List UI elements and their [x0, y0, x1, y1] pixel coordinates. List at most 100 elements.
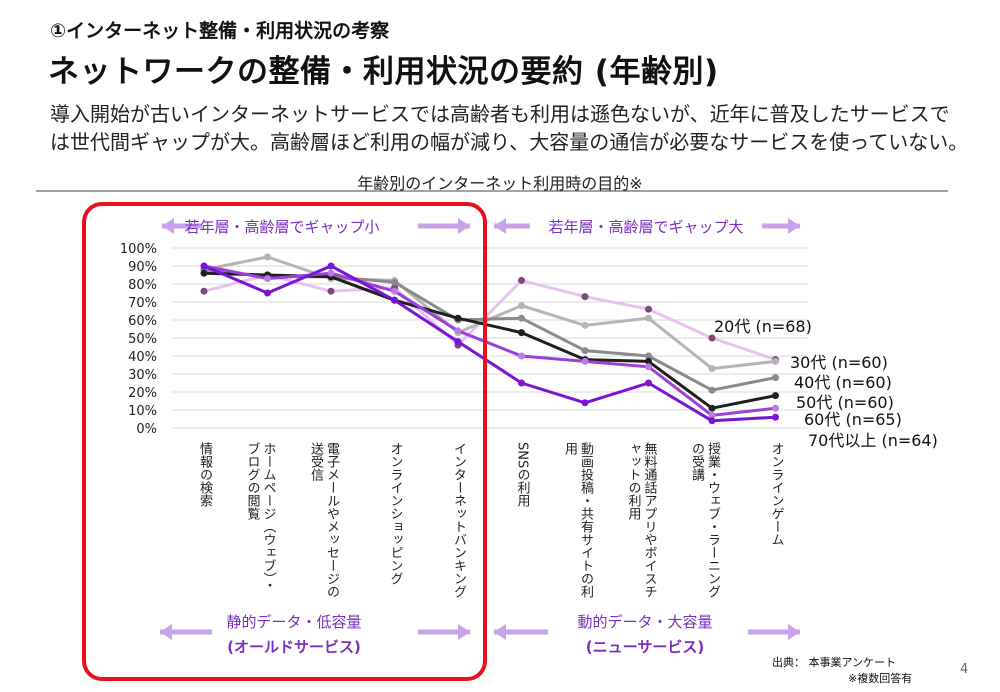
category-label: オンラインゲーム [768, 442, 784, 546]
arrow-head [494, 624, 506, 640]
y-tick-label: 20% [128, 386, 157, 401]
summary-line-2: は世代間ギャップが大。高齢層ほど利用の幅が減り、大容量の通信が必要なサービスを使… [50, 130, 969, 154]
series-label-6: 70代以上 (n=64) [808, 431, 938, 450]
data-point [264, 275, 271, 283]
category-label: 授業・ウェブ・ラーニングの受講 [689, 442, 720, 598]
data-point [772, 357, 779, 365]
data-point [645, 357, 652, 365]
series-line [203, 264, 776, 417]
chart-title: 年齢別のインターネット利用時の目的※ [357, 174, 643, 193]
series-1 [200, 271, 779, 364]
data-point [645, 379, 652, 387]
category-label: 動画投稿・共有サイトの利用 [562, 442, 593, 598]
y-tick-label: 60% [128, 314, 157, 329]
y-tick-label: 70% [128, 296, 157, 311]
data-point [200, 287, 208, 295]
category-label: オンラインショッピング [387, 442, 403, 585]
data-point [200, 269, 208, 277]
y-tick-label: 40% [128, 350, 157, 365]
category-label: 無料通話アプリやボイスチャットの利用 [625, 442, 657, 598]
data-point [708, 334, 716, 342]
data-point [391, 278, 398, 286]
multiple-answer-note: ※複数回答有 [848, 672, 913, 685]
data-point [518, 276, 525, 284]
static-data-annotation: 静的データ・低容量 [226, 613, 361, 631]
data-point [454, 338, 462, 346]
data-point [581, 347, 589, 355]
data-point [708, 417, 716, 425]
source-note: 出典： 本事業アンケート [772, 656, 897, 669]
series-line [203, 273, 776, 362]
arrow-head [788, 624, 800, 640]
arrow-head [494, 218, 506, 234]
y-tick-label: 100% [120, 242, 157, 257]
grid-lines [172, 247, 808, 429]
old-services-highlight-box [82, 202, 487, 681]
large-gap-annotation: 若年層・高齢層でギャップ大 [548, 218, 743, 236]
data-point [772, 392, 779, 400]
y-tick-label: 80% [128, 278, 157, 293]
data-point [645, 363, 652, 371]
series-label-4: 50代 (n=60) [796, 393, 894, 412]
dynamic-data-subtitle: (ニューサービス) [586, 638, 704, 656]
arrow-head [458, 624, 470, 640]
y-tick-label: 30% [128, 368, 157, 383]
category-label: 電子メールやメッセージの送受信 [308, 442, 339, 598]
data-point [772, 413, 779, 421]
data-point [327, 269, 335, 277]
category-label: 情報の検索 [197, 442, 212, 507]
data-point [518, 302, 525, 310]
data-point [454, 327, 462, 335]
data-point [518, 329, 525, 337]
y-tick-label: 50% [128, 332, 157, 347]
data-point [581, 293, 589, 301]
y-tick-label: 0% [136, 422, 157, 437]
dynamic-data-annotation: 動的データ・大容量 [577, 613, 712, 631]
series-6 [200, 262, 779, 425]
y-tick-label: 10% [128, 404, 157, 419]
data-point [708, 365, 716, 373]
series-label-2: 30代 (n=60) [790, 353, 888, 372]
data-point [200, 262, 208, 270]
data-point [391, 287, 398, 295]
data-point [708, 411, 716, 419]
arrow-head [788, 218, 800, 234]
data-point [391, 296, 398, 304]
data-point [327, 262, 335, 270]
data-point [264, 289, 271, 297]
annotation-arrows [160, 218, 800, 640]
arrow-head [160, 624, 172, 640]
y-axis-ticks: 0% 10% 20% 30% 40% 50% 60% 70% 80% 90% 100% [120, 242, 157, 437]
data-point [264, 253, 271, 261]
category-label: インターネットバンキング [451, 442, 466, 598]
slide-title: ネットワークの整備・利用状況の要約 (年齢別) [48, 54, 719, 90]
data-point [645, 314, 652, 322]
data-point [708, 404, 716, 412]
data-point [772, 374, 779, 382]
arrow-head [458, 218, 470, 234]
data-point [518, 379, 525, 387]
static-data-subtitle: (オールドサービス) [227, 638, 361, 656]
page-number: 4 [960, 662, 969, 677]
data-point [645, 305, 652, 313]
data-point [454, 314, 462, 322]
series-label-1: 20代 (n=68) [714, 317, 812, 336]
series-4 [200, 269, 779, 412]
category-label: ホームページ（ウェブ）・ブログの閲覧 [244, 442, 276, 592]
series-group [200, 253, 779, 425]
data-point [327, 287, 335, 295]
series-line [203, 264, 776, 423]
y-tick-label: 90% [128, 260, 157, 275]
data-point [581, 399, 589, 407]
data-point [708, 386, 716, 394]
data-point [518, 352, 525, 360]
series-label-3: 40代 (n=60) [794, 373, 892, 392]
small-gap-annotation: 若年層・高齢層でギャップ小 [184, 218, 379, 236]
summary-line-1: 導入開始が古いインターネットサービスでは高齢者も利用は遜色ないが、近年に普及した… [50, 102, 950, 126]
series-label-5: 60代 (n=65) [804, 410, 902, 429]
data-point [645, 352, 652, 360]
series-line [203, 268, 776, 392]
data-point [581, 357, 589, 365]
data-point [772, 404, 779, 412]
